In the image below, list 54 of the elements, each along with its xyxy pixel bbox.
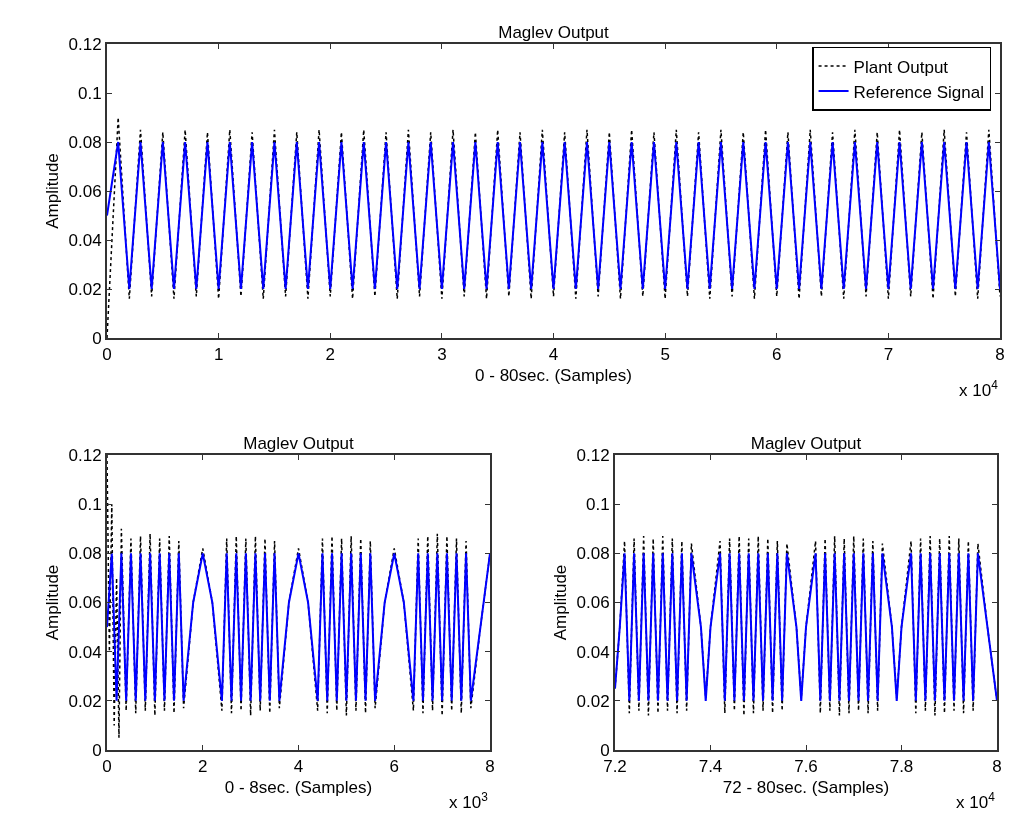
y-tick-label: 0.1	[77, 495, 102, 515]
x-tick-label: 7.2	[603, 757, 627, 777]
y-axis-title: Amplitude	[550, 564, 570, 641]
y-tick-label: 0.08	[576, 544, 610, 564]
line-series	[615, 552, 997, 702]
text: x 10$^{4}$	[959, 378, 999, 401]
legend-label: Plant Output	[853, 57, 949, 77]
x-tick-label: 6	[772, 345, 782, 365]
y-axis-title: Amplitude	[42, 153, 62, 229]
x-tick-label: 1	[213, 345, 224, 365]
y-tick-label: 0	[600, 740, 610, 760]
x-tick-label: 2	[198, 757, 208, 777]
x-tick-label: 3	[437, 345, 447, 365]
x-tick-label: 8	[995, 345, 1005, 365]
y-tick-label: 0.08	[68, 544, 102, 564]
x-tick-label: 2	[325, 345, 335, 365]
y-tick-label: 0.04	[576, 642, 610, 662]
y-tick-label: 0.06	[68, 181, 102, 201]
line-series	[107, 552, 490, 702]
text: x 10$^{3}$	[449, 790, 489, 813]
y-tick-label: 0.1	[585, 495, 610, 515]
x-tick-label: 7.8	[889, 757, 914, 777]
legend-label: Reference Signal	[853, 82, 984, 102]
y-tick-label: 0.06	[68, 593, 102, 613]
x-tick-label: 7	[883, 345, 894, 365]
y-tick-label: 0.08	[68, 132, 102, 152]
x-axis-title: 72 - 80sec. (Samples)	[722, 778, 890, 798]
y-tick-label: 0.06	[576, 593, 610, 613]
y-tick-label: 0	[92, 740, 102, 760]
y-axis-title: Amplitude	[42, 564, 62, 641]
y-tick-label: 0.12	[68, 445, 102, 465]
x-tick-label: 6	[389, 757, 399, 777]
y-tick-label: 0.12	[576, 445, 610, 465]
y-tick-label: 0.04	[68, 230, 102, 250]
x-tick-label: 5	[660, 345, 670, 365]
x-tick-label: 7.4	[698, 757, 723, 777]
x-axis-title: 0 - 80sec. (Samples)	[475, 366, 632, 386]
x-tick-label: 8	[992, 757, 1002, 777]
y-tick-label: 0.04	[68, 642, 102, 662]
y-tick-label: 0.02	[576, 691, 610, 711]
y-tick-label: 0.02	[68, 279, 102, 299]
x-axis-title: 0 - 8sec. (Samples)	[224, 778, 373, 798]
text: x 10$^{4}$	[956, 790, 996, 813]
x-tick-label: 7.6	[794, 757, 818, 777]
chart-title: Maglev Output	[750, 434, 862, 453]
chart-title: Maglev Output	[498, 23, 610, 42]
chart-title: Maglev Output	[243, 434, 355, 453]
x-tick-label: 4	[293, 757, 304, 777]
y-tick-label: 0.12	[68, 34, 102, 54]
y-tick-label: 0	[92, 328, 102, 348]
x-tick-label: 4	[548, 345, 559, 365]
y-tick-label: 0.1	[77, 83, 102, 103]
x-tick-label: 8	[485, 757, 495, 777]
y-tick-label: 0.02	[68, 691, 102, 711]
